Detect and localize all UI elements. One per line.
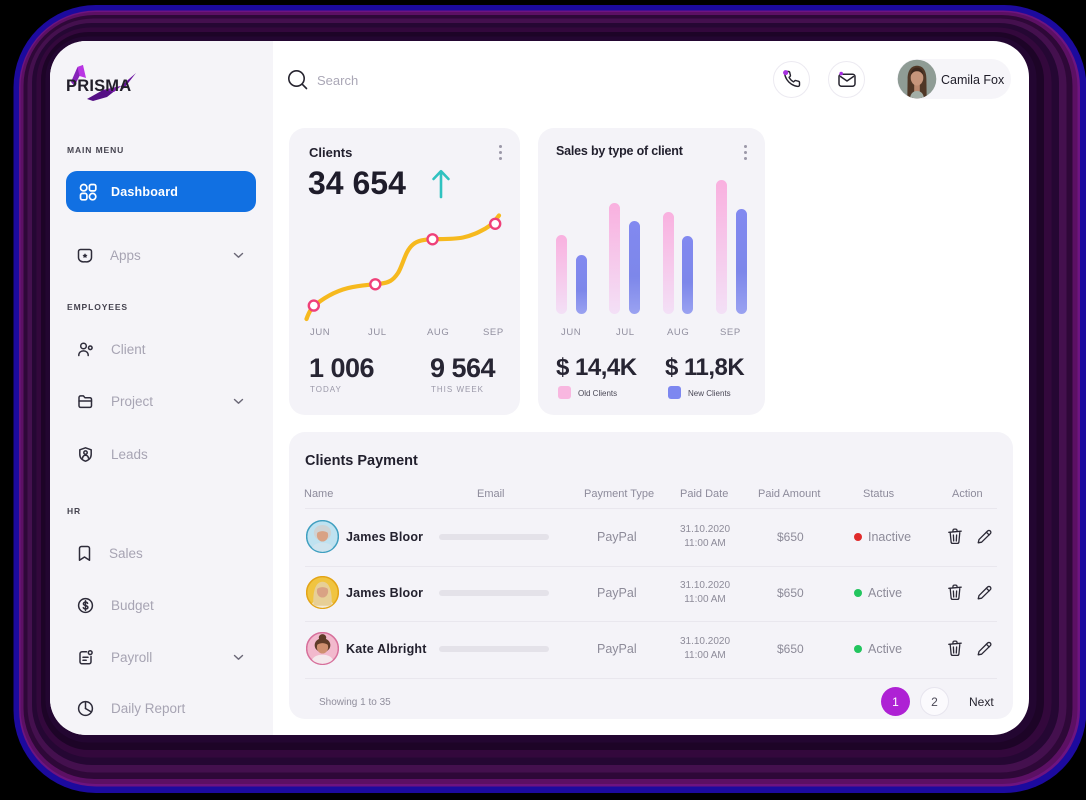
svg-text:PRISMA: PRISMA [66, 77, 131, 95]
